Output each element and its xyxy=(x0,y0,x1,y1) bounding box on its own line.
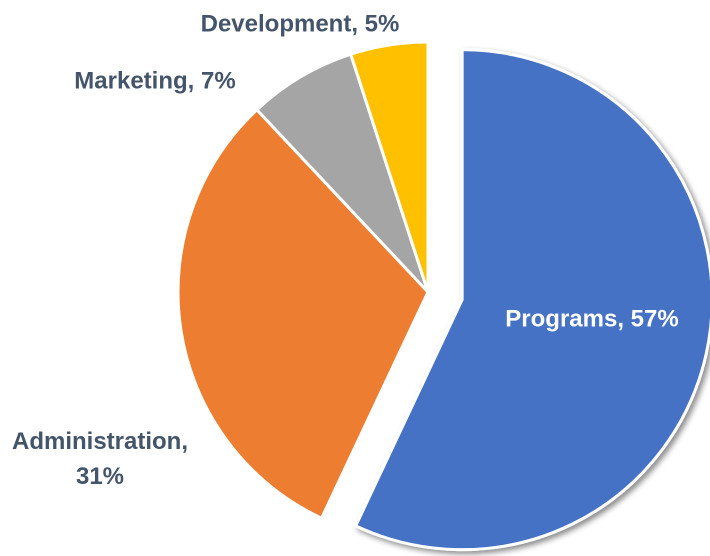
pie-slice xyxy=(354,48,710,552)
data-label-line: Administration, xyxy=(12,428,188,455)
data-label: Administration, 31% xyxy=(12,428,188,490)
pie-slice xyxy=(176,108,430,520)
pie-slice xyxy=(349,40,430,294)
data-label: Development, 5% xyxy=(201,10,400,37)
data-label: Programs, 57% xyxy=(505,305,678,332)
pie-slice xyxy=(255,52,430,294)
data-label: Marketing, 7% xyxy=(74,67,235,94)
data-label-line: 31% xyxy=(76,463,124,490)
